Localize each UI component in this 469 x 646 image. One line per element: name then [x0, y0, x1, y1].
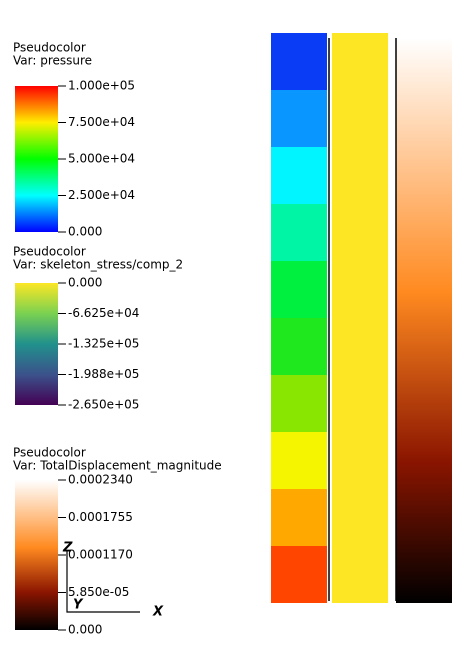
tick-label: -1.325e+05 [68, 337, 139, 351]
legend-title: Pseudocolor [13, 446, 86, 460]
tick-label: -2.650e+05 [68, 398, 139, 412]
tick-label: 7.500e+04 [68, 115, 135, 129]
tick-label: 1.000e+05 [68, 79, 135, 93]
x-axis-label: X [152, 605, 164, 620]
tick-label: 2.500e+04 [68, 188, 135, 202]
tick-label: 0.0002340 [68, 473, 133, 487]
displacement-column [396, 38, 452, 603]
tick-label: -1.988e+05 [68, 367, 139, 381]
legend-variable: Var: TotalDisplacement_magnitude [13, 459, 222, 473]
stress-column [332, 33, 388, 603]
tick-label: 0.000 [68, 276, 102, 290]
colorbar [15, 86, 58, 232]
y-axis-label: Y [73, 598, 84, 613]
triad: Z Y X [62, 541, 164, 620]
tick-label: 0.0001170 [68, 548, 133, 562]
tick-label: 0.000 [68, 623, 102, 637]
tick-label: 5.000e+04 [68, 152, 135, 166]
colorbar [15, 283, 58, 405]
legend-title: Pseudocolor [13, 245, 86, 259]
z-axis-label: Z [62, 541, 73, 556]
pressure-column [271, 33, 327, 603]
tick-label: -6.625e+04 [68, 306, 139, 320]
legend-title: Pseudocolor [13, 41, 86, 55]
tick-label: 0.000 [68, 225, 102, 239]
tick-label: 0.0001755 [68, 510, 133, 524]
tick-label: 5.850e-05 [68, 585, 129, 599]
colorbar [15, 480, 58, 630]
legend-variable: Var: skeleton_stress/comp_2 [13, 258, 183, 272]
legend-variable: Var: pressure [13, 54, 92, 68]
